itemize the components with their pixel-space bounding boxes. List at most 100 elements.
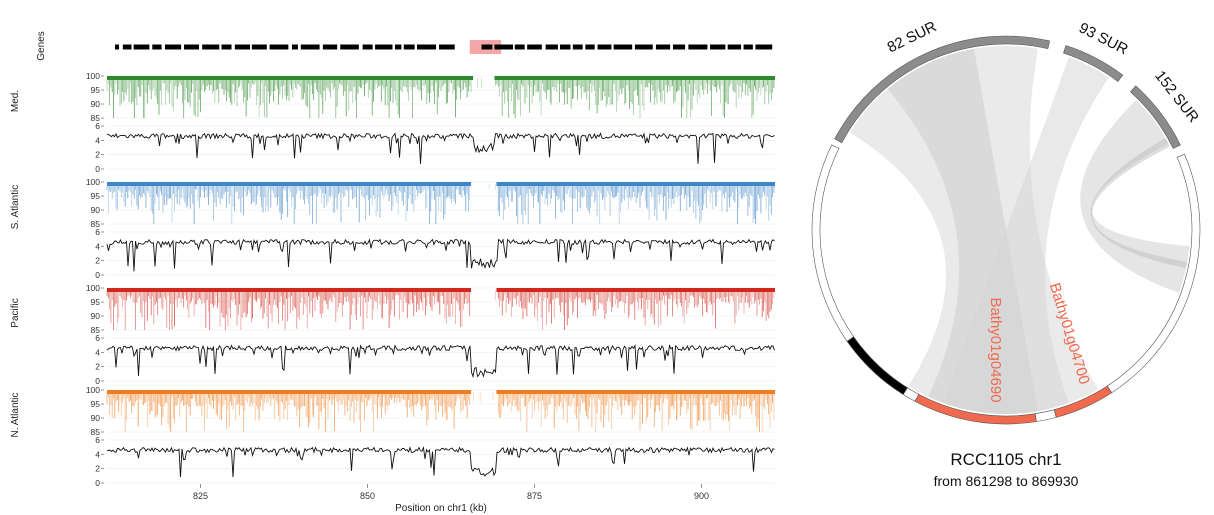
panel-s-atlantic: 100 95 90 856 4 2 0 S. Atlantic bbox=[10, 177, 775, 280]
depth-line bbox=[106, 238, 775, 272]
gene-block bbox=[122, 44, 132, 50]
depth-tick-label: 4 bbox=[95, 241, 100, 251]
identity-band bbox=[107, 288, 472, 292]
gene-block bbox=[439, 44, 455, 50]
chord-arc-2 bbox=[1130, 85, 1181, 149]
identity-tick-label: 100 bbox=[86, 385, 100, 395]
panel-label: Pacific bbox=[10, 298, 21, 327]
gene-block bbox=[322, 44, 338, 50]
identity-tick-label: 85 bbox=[91, 325, 101, 335]
chord-arcs bbox=[811, 35, 1201, 425]
gene-block bbox=[743, 44, 753, 50]
panel-label: S. Atlantic bbox=[10, 185, 21, 229]
depth-tick-label: 6 bbox=[95, 435, 100, 445]
identity-band bbox=[496, 288, 775, 292]
chord-subtitle: from 861298 to 869930 bbox=[934, 473, 1079, 489]
depth-tick-label: 0 bbox=[95, 478, 100, 488]
identity-band bbox=[496, 390, 775, 394]
gene-block bbox=[291, 44, 298, 50]
gene-block bbox=[527, 44, 542, 50]
depth-tick-label: 2 bbox=[95, 362, 100, 372]
gene-block bbox=[597, 44, 612, 50]
chord-arc-5 bbox=[1034, 409, 1057, 422]
depth-tick-label: 4 bbox=[95, 135, 100, 145]
panel-n-atlantic: 100 95 90 856 4 2 0 N. Atlantic bbox=[10, 385, 775, 488]
depth-tick-label: 6 bbox=[95, 121, 100, 131]
depth-tick-label: 0 bbox=[95, 376, 100, 386]
depth-tick-label: 2 bbox=[95, 150, 100, 160]
depth-tick-label: 6 bbox=[95, 333, 100, 343]
gene-label: Bathy01g04690 bbox=[987, 297, 1004, 402]
identity-tick-label: 85 bbox=[91, 427, 101, 437]
gene-block bbox=[514, 44, 525, 50]
gene-block bbox=[417, 44, 437, 50]
gene-block bbox=[221, 44, 232, 50]
x-axis-label: Position on chr1 (kb) bbox=[395, 503, 487, 514]
identity-tick-label: 90 bbox=[91, 205, 101, 215]
chord-arc-1 bbox=[1063, 45, 1124, 82]
x-tick-label: 825 bbox=[193, 491, 208, 501]
gene-block bbox=[710, 44, 726, 50]
identity-band bbox=[107, 390, 472, 394]
gene-block bbox=[481, 44, 493, 50]
gene-block bbox=[115, 44, 120, 50]
depth-line bbox=[106, 344, 775, 379]
arc-label: 82 SUR bbox=[885, 18, 940, 56]
gene-block bbox=[394, 44, 402, 50]
panel-pacific: 100 95 90 856 4 2 0 Pacific bbox=[10, 283, 775, 386]
identity-tick-label: 95 bbox=[91, 85, 101, 95]
identity-band bbox=[107, 76, 474, 80]
identity-tick-label: 90 bbox=[91, 413, 101, 423]
identity-tick-label: 100 bbox=[86, 71, 100, 81]
identity-band bbox=[496, 182, 775, 186]
gene-block bbox=[688, 44, 708, 50]
depth-tick-label: 4 bbox=[95, 449, 100, 459]
gene-block bbox=[152, 44, 162, 50]
chord-arc-8 bbox=[846, 336, 908, 395]
identity-tick-label: 95 bbox=[91, 297, 101, 307]
gene-block bbox=[362, 44, 373, 50]
identity-tick-label: 90 bbox=[91, 99, 101, 109]
depth-tick-label: 0 bbox=[95, 164, 100, 174]
panel-med-: 100 95 90 856 4 2 0 Med. bbox=[10, 71, 775, 174]
genes-track-label: Genes bbox=[36, 31, 47, 60]
chord-title: RCC1105 chr1 bbox=[950, 450, 1061, 469]
chord-ribbon bbox=[1080, 99, 1190, 293]
gene-block bbox=[403, 44, 415, 50]
identity-tick-label: 95 bbox=[91, 399, 101, 409]
x-tick-label: 900 bbox=[694, 491, 709, 501]
gene-block bbox=[202, 44, 220, 50]
gene-block bbox=[634, 44, 653, 50]
x-tick-label: 850 bbox=[360, 491, 375, 501]
gene-block bbox=[559, 44, 571, 50]
depth-tick-label: 2 bbox=[95, 464, 100, 474]
gene-block bbox=[300, 44, 320, 50]
gene-block bbox=[375, 44, 393, 50]
identity-tick-label: 85 bbox=[91, 219, 101, 229]
identity-band bbox=[107, 182, 472, 186]
gene-track bbox=[115, 40, 773, 54]
depth-line bbox=[106, 132, 775, 164]
gene-block bbox=[234, 44, 251, 50]
identity-band bbox=[494, 76, 775, 80]
chord-arc-9 bbox=[811, 144, 855, 342]
gene-block bbox=[133, 44, 150, 50]
gene-block bbox=[340, 44, 359, 50]
identity-tick-label: 90 bbox=[91, 311, 101, 321]
gene-block bbox=[184, 44, 200, 50]
chord-ribbon bbox=[943, 57, 1109, 415]
identity-tick-label: 85 bbox=[91, 113, 101, 123]
identity-tick-label: 100 bbox=[86, 283, 100, 293]
gene-block bbox=[251, 44, 267, 50]
panel-label: Med. bbox=[10, 90, 21, 112]
identity-tick-label: 100 bbox=[86, 177, 100, 187]
gene-block bbox=[613, 44, 633, 50]
gene-block bbox=[164, 44, 182, 50]
panel-label: N. Atlantic bbox=[10, 392, 21, 437]
depth-line bbox=[106, 446, 775, 478]
gene-block bbox=[269, 44, 289, 50]
gene-block bbox=[655, 44, 671, 50]
gene-block bbox=[585, 44, 595, 50]
